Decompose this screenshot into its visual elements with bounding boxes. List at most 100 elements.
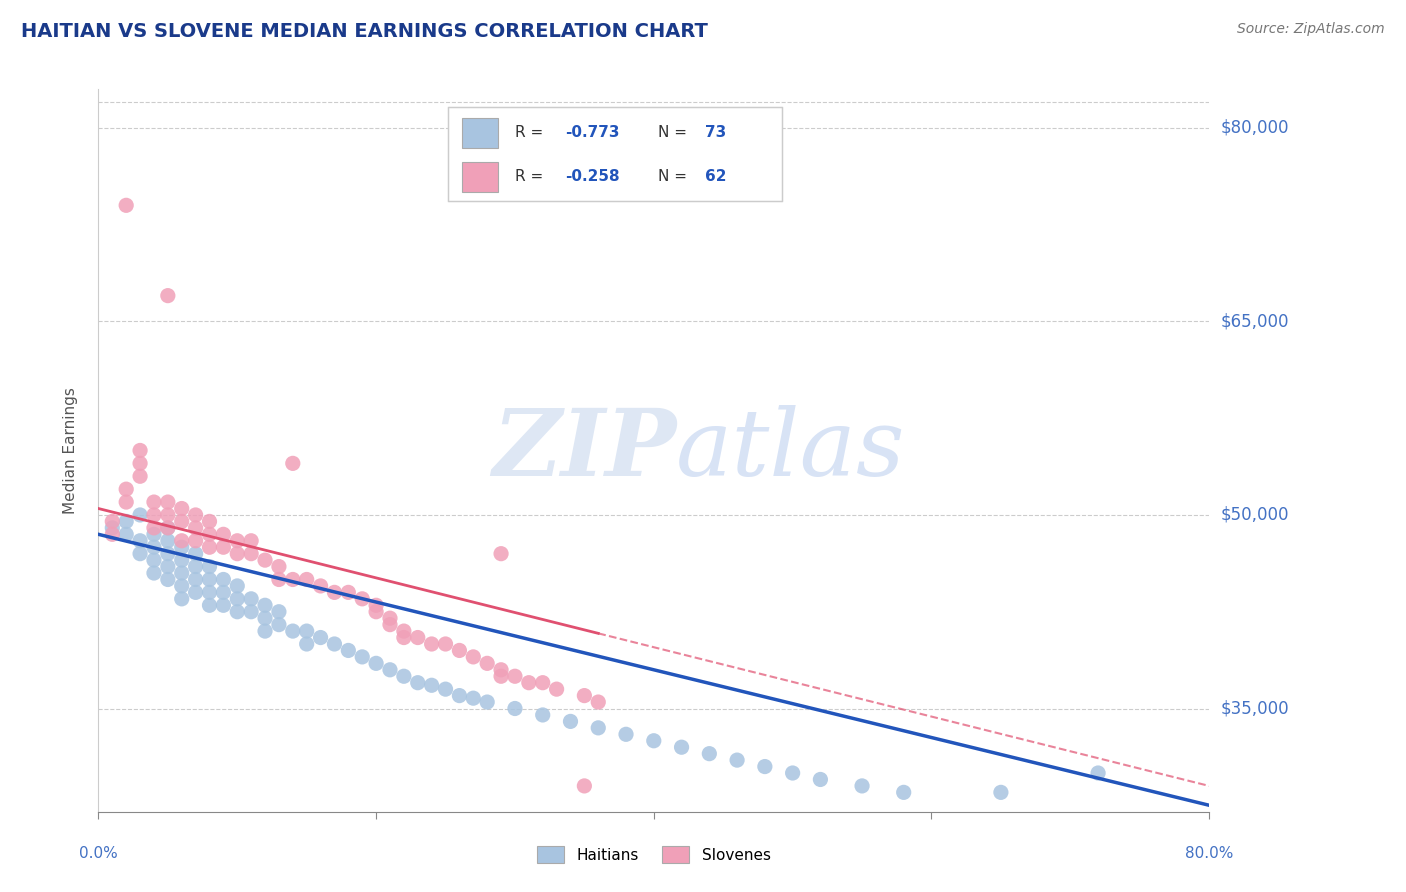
Point bbox=[129, 456, 152, 470]
Point bbox=[156, 533, 179, 548]
Point bbox=[240, 605, 263, 619]
Point bbox=[212, 573, 235, 587]
Point bbox=[503, 669, 526, 683]
Point bbox=[378, 617, 401, 632]
Text: atlas: atlas bbox=[676, 406, 905, 495]
Point bbox=[699, 747, 721, 761]
Point bbox=[143, 540, 166, 554]
Text: $80,000: $80,000 bbox=[1220, 119, 1289, 136]
Point bbox=[851, 779, 873, 793]
Point bbox=[115, 482, 138, 496]
Point bbox=[434, 637, 457, 651]
Point bbox=[156, 508, 179, 522]
Point bbox=[392, 669, 415, 683]
Point bbox=[143, 521, 166, 535]
Point bbox=[463, 691, 485, 706]
Point bbox=[143, 527, 166, 541]
Point bbox=[170, 533, 193, 548]
Point bbox=[378, 663, 401, 677]
Point bbox=[198, 585, 221, 599]
Point bbox=[281, 573, 304, 587]
Point bbox=[281, 624, 304, 639]
Point bbox=[267, 559, 290, 574]
Text: HAITIAN VS SLOVENE MEDIAN EARNINGS CORRELATION CHART: HAITIAN VS SLOVENE MEDIAN EARNINGS CORRE… bbox=[21, 22, 709, 41]
Point bbox=[184, 547, 207, 561]
Point bbox=[253, 611, 276, 625]
Point bbox=[643, 733, 665, 747]
Point bbox=[129, 508, 152, 522]
Point bbox=[184, 533, 207, 548]
Point bbox=[129, 547, 152, 561]
Point bbox=[184, 585, 207, 599]
Point bbox=[517, 675, 540, 690]
Point bbox=[226, 547, 249, 561]
Point bbox=[725, 753, 748, 767]
Point bbox=[267, 617, 290, 632]
Point bbox=[295, 573, 318, 587]
Point bbox=[156, 288, 179, 302]
Point bbox=[323, 585, 346, 599]
Point bbox=[754, 759, 776, 773]
Point bbox=[782, 766, 804, 780]
Point bbox=[489, 669, 512, 683]
Point bbox=[295, 637, 318, 651]
Point bbox=[226, 533, 249, 548]
Point bbox=[198, 515, 221, 529]
Text: $35,000: $35,000 bbox=[1220, 699, 1289, 717]
Point bbox=[156, 547, 179, 561]
Point bbox=[323, 637, 346, 651]
Point bbox=[212, 540, 235, 554]
Point bbox=[560, 714, 582, 729]
Point bbox=[198, 527, 221, 541]
Text: $50,000: $50,000 bbox=[1220, 506, 1289, 524]
Point bbox=[406, 631, 429, 645]
Point bbox=[366, 599, 388, 613]
Point bbox=[671, 740, 693, 755]
Point bbox=[129, 533, 152, 548]
Point bbox=[143, 495, 166, 509]
Point bbox=[101, 521, 124, 535]
Point bbox=[489, 547, 512, 561]
Text: $65,000: $65,000 bbox=[1220, 312, 1289, 330]
Point bbox=[588, 695, 610, 709]
Point bbox=[240, 591, 263, 606]
Point bbox=[212, 527, 235, 541]
Point bbox=[893, 785, 915, 799]
Point bbox=[101, 527, 124, 541]
Point bbox=[184, 559, 207, 574]
Point bbox=[226, 579, 249, 593]
Point bbox=[212, 585, 235, 599]
Point bbox=[115, 515, 138, 529]
Point bbox=[115, 495, 138, 509]
Point bbox=[198, 599, 221, 613]
Text: 0.0%: 0.0% bbox=[79, 847, 118, 862]
Point bbox=[170, 501, 193, 516]
Point bbox=[240, 547, 263, 561]
Point bbox=[143, 508, 166, 522]
Point bbox=[253, 624, 276, 639]
Point bbox=[366, 605, 388, 619]
Legend: Haitians, Slovenes: Haitians, Slovenes bbox=[531, 840, 776, 869]
Point bbox=[281, 456, 304, 470]
Point bbox=[226, 605, 249, 619]
Point bbox=[546, 682, 568, 697]
Point bbox=[531, 675, 554, 690]
Point bbox=[267, 605, 290, 619]
Point bbox=[198, 559, 221, 574]
Point bbox=[267, 573, 290, 587]
Point bbox=[198, 540, 221, 554]
Point bbox=[226, 591, 249, 606]
Point bbox=[574, 779, 596, 793]
Point bbox=[1087, 766, 1109, 780]
Y-axis label: Median Earnings: Median Earnings bbox=[63, 387, 77, 514]
Text: ZIP: ZIP bbox=[492, 406, 676, 495]
Point bbox=[184, 573, 207, 587]
Point bbox=[115, 198, 138, 212]
Point bbox=[143, 566, 166, 580]
Point bbox=[253, 599, 276, 613]
Point bbox=[101, 515, 124, 529]
Point bbox=[170, 540, 193, 554]
Point bbox=[156, 573, 179, 587]
Point bbox=[475, 695, 499, 709]
Point bbox=[588, 721, 610, 735]
